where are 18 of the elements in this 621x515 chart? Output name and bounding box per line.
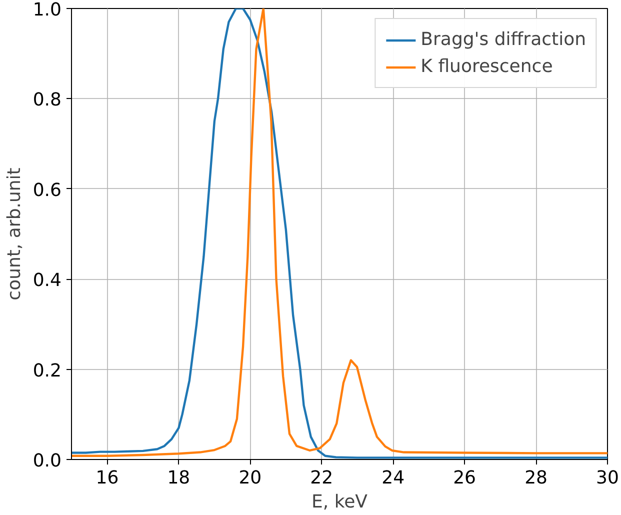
x-tick-label: 26 [453, 468, 476, 488]
y-tick-label: 0.2 [32, 360, 62, 382]
x-tick-label: 30 [596, 468, 619, 488]
x-tick-label: 28 [524, 468, 548, 488]
x-axis-title: E, keV [312, 492, 368, 512]
legend-label: K fluorescence [420, 56, 553, 77]
x-tick-label: 16 [96, 468, 119, 488]
x-tick-label: 24 [382, 468, 405, 488]
x-tick-label: 22 [310, 468, 334, 488]
y-tick-label: 1.0 [32, 0, 62, 20]
legend-label: Bragg's diffraction [420, 29, 586, 50]
x-tick-label: 20 [238, 468, 262, 488]
x-tick-label: 18 [167, 468, 190, 488]
y-tick-label: 0.4 [32, 270, 62, 292]
y-tick-label: 0.6 [32, 180, 62, 201]
y-tick-label: 0.8 [32, 90, 62, 111]
y-axis-title: count, arb.unit [4, 168, 25, 300]
y-tick-label: 0.0 [32, 450, 62, 472]
